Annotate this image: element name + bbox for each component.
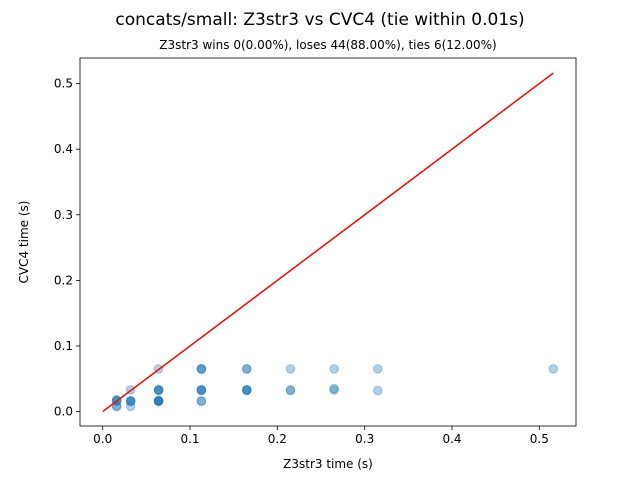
data-point	[196, 385, 207, 396]
data-point	[241, 385, 252, 395]
data-point	[111, 401, 122, 412]
x-axis-ticks: 0.0 0.1 0.2 0.3 0.4 0.5	[93, 426, 549, 446]
data-point	[125, 396, 136, 406]
data-point	[241, 385, 252, 395]
x-tick-label: 0.0	[93, 432, 112, 446]
y-tick-label: 0.0	[54, 405, 73, 419]
data-point	[125, 401, 136, 412]
data-point	[196, 385, 207, 395]
data-point	[285, 385, 296, 396]
data-point	[153, 396, 164, 406]
data-point	[241, 364, 252, 374]
plot-frame	[79, 57, 577, 427]
data-point	[196, 385, 207, 395]
chart-title: concats/small: Z3str3 vs CVC4 (tie withi…	[115, 10, 524, 30]
data-point	[153, 396, 164, 406]
x-tick-label: 0.3	[355, 432, 374, 446]
data-point	[329, 364, 339, 374]
plot-area	[79, 57, 577, 427]
data-point	[153, 396, 164, 406]
data-point	[372, 364, 383, 374]
data-point	[329, 383, 339, 394]
data-point	[111, 401, 122, 412]
y-axis-ticks: 0.0 0.1 0.2 0.3 0.4 0.5	[54, 77, 80, 419]
x-tick-label: 0.5	[530, 432, 549, 446]
data-point	[153, 385, 164, 395]
data-point	[196, 364, 207, 374]
data-point	[153, 385, 164, 396]
y-tick-label: 0.4	[54, 142, 73, 156]
data-point	[372, 385, 383, 396]
x-tick-label: 0.2	[268, 432, 287, 446]
data-point	[125, 396, 136, 406]
data-point	[548, 364, 559, 374]
chart-subtitle: Z3str3 wins 0(0.00%), loses 44(88.00%), …	[159, 38, 496, 52]
data-point	[241, 385, 252, 395]
diagonal-line	[102, 72, 554, 413]
data-point	[196, 396, 207, 406]
data-point	[153, 396, 164, 406]
x-tick-label: 0.4	[442, 432, 461, 446]
y-tick-label: 0.1	[54, 339, 73, 353]
data-point	[153, 385, 164, 395]
data-point	[196, 364, 207, 374]
data-point	[241, 364, 252, 374]
data-point	[241, 385, 252, 396]
data-point	[153, 396, 164, 406]
data-point	[196, 364, 207, 374]
data-point	[153, 395, 164, 406]
y-tick-label: 0.2	[54, 273, 73, 287]
data-point	[196, 396, 207, 406]
data-point	[153, 385, 164, 395]
y-tick-label: 0.5	[54, 77, 73, 91]
x-tick-label: 0.1	[180, 432, 199, 446]
data-point	[196, 385, 207, 395]
y-axis-label: CVC4 time (s)	[17, 201, 31, 284]
data-point	[285, 385, 296, 395]
data-point	[329, 385, 339, 395]
data-point	[125, 396, 136, 406]
data-point	[285, 364, 296, 374]
x-axis-label: Z3str3 time (s)	[283, 457, 373, 471]
y-tick-label: 0.3	[54, 208, 73, 222]
data-point	[125, 396, 136, 406]
